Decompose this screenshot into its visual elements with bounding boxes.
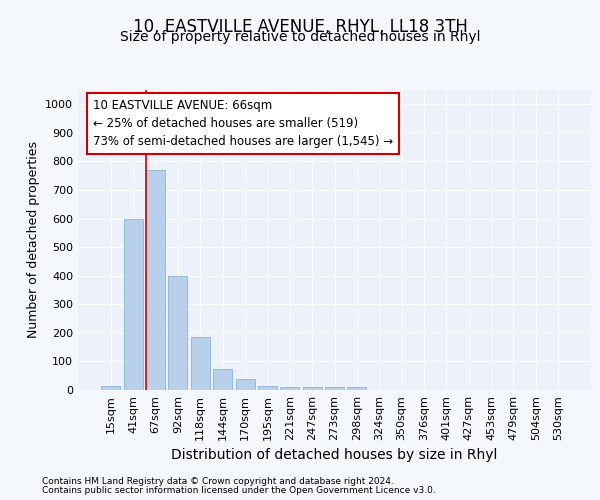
Y-axis label: Number of detached properties: Number of detached properties [26,142,40,338]
Text: Contains public sector information licensed under the Open Government Licence v3: Contains public sector information licen… [42,486,436,495]
Bar [146,170,165,390]
Bar [191,337,210,390]
Bar [302,387,322,390]
Text: 10, EASTVILLE AVENUE, RHYL, LL18 3TH: 10, EASTVILLE AVENUE, RHYL, LL18 3TH [133,18,467,36]
Bar [124,218,143,390]
Bar [213,368,232,390]
Bar [258,386,277,390]
Bar [101,386,121,390]
X-axis label: Distribution of detached houses by size in Rhyl: Distribution of detached houses by size … [172,448,497,462]
Bar [280,386,299,390]
Text: 10 EASTVILLE AVENUE: 66sqm
← 25% of detached houses are smaller (519)
73% of sem: 10 EASTVILLE AVENUE: 66sqm ← 25% of deta… [94,99,394,148]
Bar [347,387,367,390]
Bar [169,276,187,390]
Text: Size of property relative to detached houses in Rhyl: Size of property relative to detached ho… [120,30,480,44]
Bar [236,379,254,390]
Bar [325,387,344,390]
Text: Contains HM Land Registry data © Crown copyright and database right 2024.: Contains HM Land Registry data © Crown c… [42,477,394,486]
